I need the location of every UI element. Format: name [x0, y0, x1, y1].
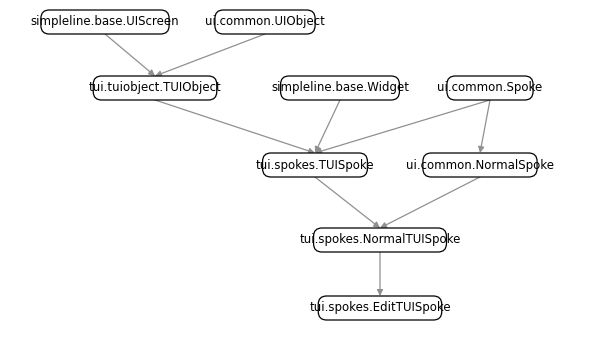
FancyBboxPatch shape	[423, 153, 537, 177]
FancyBboxPatch shape	[263, 153, 367, 177]
Text: tui.spokes.EditTUISpoke: tui.spokes.EditTUISpoke	[309, 301, 451, 315]
Text: simpleline.base.UIScreen: simpleline.base.UIScreen	[31, 15, 179, 28]
FancyBboxPatch shape	[215, 10, 315, 34]
Text: ui.common.Spoke: ui.common.Spoke	[438, 82, 543, 95]
FancyBboxPatch shape	[319, 296, 442, 320]
Text: ui.common.NormalSpoke: ui.common.NormalSpoke	[406, 158, 554, 172]
Text: tui.tuiobject.TUIObject: tui.tuiobject.TUIObject	[88, 82, 221, 95]
FancyBboxPatch shape	[314, 228, 447, 252]
FancyBboxPatch shape	[281, 76, 400, 100]
Text: ui.common.UIObject: ui.common.UIObject	[205, 15, 325, 28]
Text: simpleline.base.Widget: simpleline.base.Widget	[271, 82, 409, 95]
Text: tui.spokes.TUISpoke: tui.spokes.TUISpoke	[255, 158, 374, 172]
FancyBboxPatch shape	[41, 10, 169, 34]
FancyBboxPatch shape	[93, 76, 217, 100]
FancyBboxPatch shape	[447, 76, 533, 100]
Text: tui.spokes.NormalTUISpoke: tui.spokes.NormalTUISpoke	[299, 234, 461, 247]
